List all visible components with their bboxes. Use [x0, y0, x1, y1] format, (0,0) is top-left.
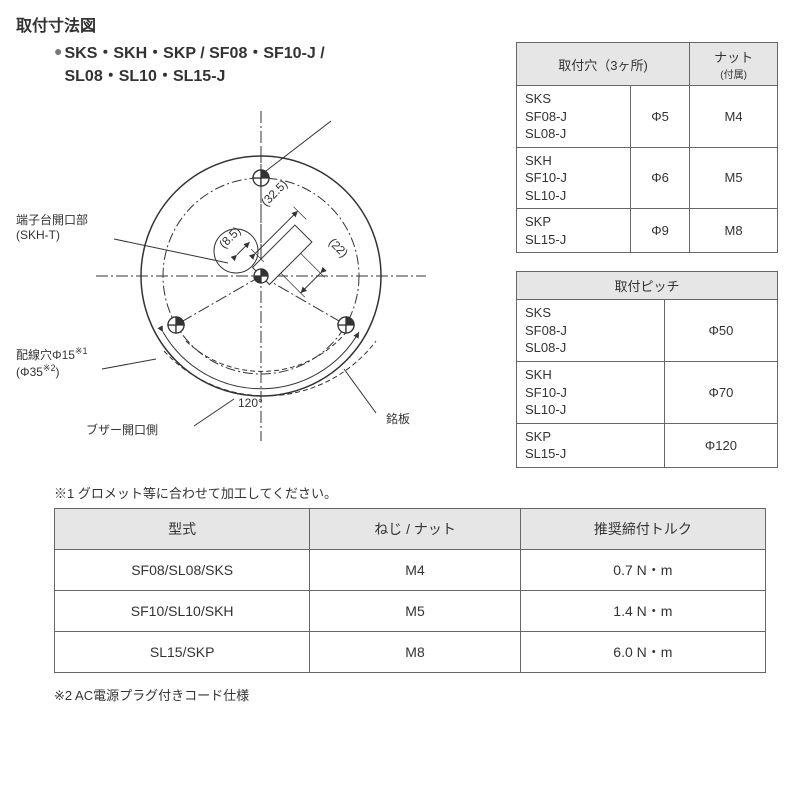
nut-cell: M8	[690, 209, 778, 253]
models-cell: SKSSF08-JSL08-J	[517, 300, 665, 362]
hole-cell: Φ9	[630, 209, 689, 253]
torque-cell: M5	[310, 591, 520, 632]
top-area: ●SKS・SKH・SKP / SF08・SF10-J / ●SL08・SL10・…	[16, 42, 784, 471]
pitch-cell: Φ50	[664, 300, 777, 362]
diagram-svg: (32.5) (8.5) (22)	[76, 91, 446, 461]
table-row: SL15/SKPM86.0 N・m	[55, 632, 766, 673]
page-title: 取付寸法図	[16, 12, 784, 36]
table-row: SKSSF08-JSL08-JΦ5M4	[517, 86, 778, 148]
torque-th-model: 型式	[55, 509, 310, 550]
table-row: SF08/SL08/SKSM40.7 N・m	[55, 550, 766, 591]
nut-cell: M4	[690, 86, 778, 148]
mounting-holes-table: 取付穴（3ヶ所) ナット (付属) SKSSF08-JSL08-JΦ5M4SKH…	[516, 42, 778, 253]
pitch-cell: Φ120	[664, 423, 777, 467]
bullet-icon: ●	[54, 42, 62, 61]
mounting-diagram: 端子台開口部(SKH-T) 配線穴Φ15※1 (Φ35※2) ブザー開口側 銘板…	[16, 91, 466, 471]
table-row: SKPSL15-JΦ120	[517, 423, 778, 467]
hole-cell: Φ6	[630, 147, 689, 209]
nut-cell: M5	[690, 147, 778, 209]
models-cell: SKHSF10-JSL10-J	[517, 362, 665, 424]
torque-cell: SF08/SL08/SKS	[55, 550, 310, 591]
torque-cell: SL15/SKP	[55, 632, 310, 673]
product-header-line2: SL08・SL10・SL15-J	[64, 68, 225, 85]
table-row: SF10/SL10/SKHM51.4 N・m	[55, 591, 766, 632]
torque-th-torque: 推奨締付トルク	[520, 509, 765, 550]
footnote-1: ※1 グロメット等に合わせて加工してください。	[54, 483, 784, 502]
pitch-cell: Φ70	[664, 362, 777, 424]
models-cell: SKHSF10-JSL10-J	[517, 147, 631, 209]
table-row: SKPSL15-JΦ9M8	[517, 209, 778, 253]
torque-cell: 1.4 N・m	[520, 591, 765, 632]
torque-table: 型式 ねじ / ナット 推奨締付トルク SF08/SL08/SKSM40.7 N…	[54, 508, 766, 673]
nut-header: ナット (付属)	[690, 43, 778, 86]
torque-cell: 6.0 N・m	[520, 632, 765, 673]
table-row: SKSSF08-JSL08-JΦ50	[517, 300, 778, 362]
torque-th-screw: ねじ / ナット	[310, 509, 520, 550]
holes-header: 取付穴（3ヶ所)	[517, 43, 690, 86]
product-header-line1: SKS・SKH・SKP / SF08・SF10-J /	[64, 45, 324, 62]
table-row: SKHSF10-JSL10-JΦ6M5	[517, 147, 778, 209]
table-row: SKHSF10-JSL10-JΦ70	[517, 362, 778, 424]
left-column: ●SKS・SKH・SKP / SF08・SF10-J / ●SL08・SL10・…	[16, 42, 506, 471]
torque-cell: 0.7 N・m	[520, 550, 765, 591]
models-cell: SKPSL15-J	[517, 423, 665, 467]
footnote-2: ※2 AC電源プラグ付きコード仕様	[54, 685, 784, 704]
mounting-pitch-table: 取付ピッチ SKSSF08-JSL08-JΦ50SKHSF10-JSL10-JΦ…	[516, 271, 778, 467]
torque-cell: SF10/SL10/SKH	[55, 591, 310, 632]
product-header: ●SKS・SKH・SKP / SF08・SF10-J / ●SL08・SL10・…	[54, 42, 506, 87]
dim-8-5: (8.5)	[216, 224, 243, 251]
torque-cell: M8	[310, 632, 520, 673]
models-cell: SKSSF08-JSL08-J	[517, 86, 631, 148]
torque-cell: M4	[310, 550, 520, 591]
models-cell: SKPSL15-J	[517, 209, 631, 253]
right-column: 取付穴（3ヶ所) ナット (付属) SKSSF08-JSL08-JΦ5M4SKH…	[516, 42, 778, 468]
pitch-header: 取付ピッチ	[517, 272, 778, 300]
dim-22: (22)	[326, 235, 351, 260]
hole-cell: Φ5	[630, 86, 689, 148]
